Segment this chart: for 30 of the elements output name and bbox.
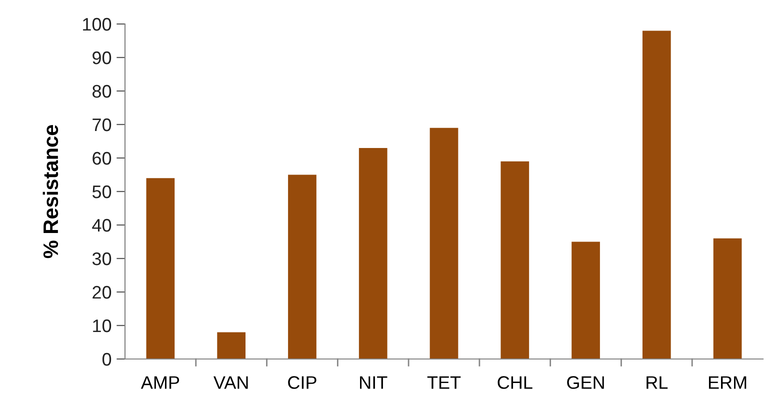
y-tick-label: 40 [92, 218, 112, 232]
bar [642, 30, 671, 359]
x-tick-label: GEN [567, 376, 604, 389]
y-axis-title: % Resistance [42, 125, 58, 258]
bar [430, 128, 458, 359]
y-tick-label: 20 [92, 286, 112, 299]
x-tick-label: TET [427, 376, 461, 389]
y-tick-label: 90 [92, 51, 112, 64]
x-tick-label: CHL [498, 376, 532, 389]
x-tick-label: CIP [288, 376, 316, 389]
x-tick-label: VAN [214, 376, 248, 389]
bar [217, 332, 246, 359]
y-tick-label: 60 [92, 152, 112, 165]
y-tick-label: 0 [102, 352, 112, 366]
bar [572, 242, 600, 359]
y-tick-label: 80 [92, 84, 112, 98]
bar [713, 238, 742, 359]
y-tick-label: 70 [92, 118, 112, 132]
bar [146, 178, 175, 359]
bar [358, 148, 388, 359]
y-tick-label: 10 [93, 319, 112, 332]
bar [500, 161, 530, 359]
y-tick-label: 100 [83, 18, 112, 31]
x-tick-label: NIT [360, 376, 388, 389]
x-tick-label: RL [646, 376, 668, 389]
x-tick-label: ERM [708, 376, 746, 389]
x-tick-label: AMP [140, 376, 180, 389]
y-tick-label: 30 [92, 252, 112, 266]
y-tick-label: 50 [92, 185, 112, 198]
bar [288, 174, 316, 359]
